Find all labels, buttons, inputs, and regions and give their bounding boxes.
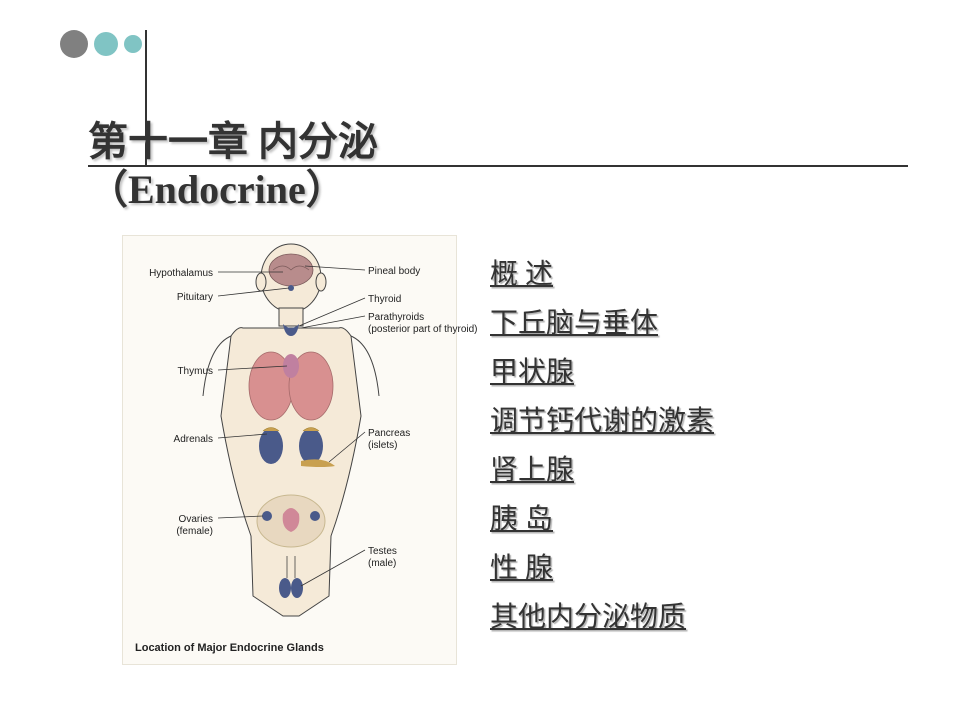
figure-label-left: Adrenals	[174, 434, 213, 445]
dot-2	[94, 32, 118, 56]
figure-label-right: (islets)	[368, 440, 397, 451]
figure-label-right: Parathyroids	[368, 312, 424, 323]
title-line-2: （Endocrine）	[88, 166, 378, 214]
dot-3	[124, 35, 142, 53]
toc-link-6[interactable]: 性 腺	[490, 544, 714, 593]
toc-link-2[interactable]: 甲状腺	[490, 348, 714, 397]
toc-link-4[interactable]: 肾上腺	[490, 446, 714, 495]
title-line-1: 第十一章 内分泌	[88, 118, 378, 166]
anatomy-figure: Hypothalamus Pituitary Thymus Adrenals Ovari…	[122, 235, 457, 665]
toc-link-5[interactable]: 胰 岛	[490, 495, 714, 544]
toc-link-7[interactable]: 其他内分泌物质	[490, 593, 714, 642]
slide-title: 第十一章 内分泌 （Endocrine）	[88, 118, 378, 214]
figure-label-right: Pancreas	[368, 428, 410, 439]
figure-label-right: (male)	[368, 558, 396, 569]
dot-1	[60, 30, 88, 58]
figure-caption: Location of Major Endocrine Glands	[135, 642, 324, 654]
figure-label-left: (female)	[176, 526, 213, 537]
table-of-contents: 概 述下丘脑与垂体甲状腺调节钙代谢的激素肾上腺胰 岛性 腺其他内分泌物质	[490, 250, 714, 642]
figure-label-left: Thymus	[177, 366, 213, 377]
figure-label-left: Pituitary	[177, 292, 213, 303]
figure-label-right: (posterior part of thyroid)	[368, 324, 478, 335]
toc-link-3[interactable]: 调节钙代谢的激素	[490, 397, 714, 446]
figure-label-right: Thyroid	[368, 294, 401, 305]
figure-label-right: Pineal body	[368, 266, 420, 277]
toc-link-1[interactable]: 下丘脑与垂体	[490, 299, 714, 348]
toc-link-0[interactable]: 概 述	[490, 250, 714, 299]
figure-label-left: Hypothalamus	[149, 268, 213, 279]
corner-decoration	[60, 30, 148, 58]
figure-label-left: Ovaries	[179, 514, 213, 525]
figure-label-right: Testes	[368, 546, 397, 557]
